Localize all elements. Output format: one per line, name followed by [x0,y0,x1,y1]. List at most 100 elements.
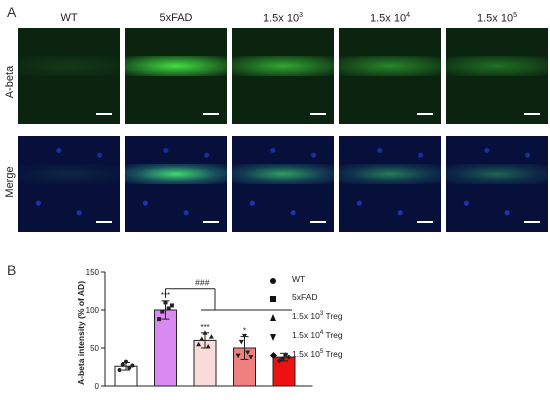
legend-label: 1.5x 105 Treg [292,349,343,359]
merge-signal-band [232,164,334,184]
column-header-text: 5xFAD [159,12,193,24]
abeta-image-wt [18,28,120,124]
column-headers: WT 5xFAD 1.5x 103 1.5x 104 1.5x 105 [0,12,550,28]
legend-label: 1.5x 103 Treg [292,311,343,321]
data-point [279,356,285,362]
column-header-text: 1.5x 10 [477,12,514,25]
merge-signal-band [446,164,548,184]
data-point [202,330,208,335]
y-tick-label: 0 [95,382,100,391]
data-point [242,333,247,339]
legend-exponent: 5 [319,349,324,356]
legend-text: 1.5x 10 [292,311,320,321]
legend-item-1e5: 1.5x 105 Treg [269,349,410,363]
column-header-1e4: 1.5x 104 [339,12,441,25]
scale-bar [96,113,112,115]
image-grid [18,28,548,232]
data-point [163,300,168,305]
merge-image-wt [18,136,120,232]
scale-bar [310,113,326,115]
legend-text: 1.5x 10 [292,349,320,359]
y-tick-label: 100 [86,306,100,315]
merge-signal-band [18,164,120,184]
merge-image-1e3 [232,136,334,232]
legend-suffix: Treg [323,349,343,359]
data-point [199,336,205,341]
abeta-signal-band [232,56,334,76]
data-point [205,343,211,349]
panel-b-label: B [7,262,17,278]
data-point [208,334,214,339]
column-header-1e3: 1.5x 103 [232,12,334,25]
abeta-signal-band [446,56,548,76]
y-tick-label: 50 [90,344,99,353]
column-header-exponent: 3 [299,12,303,19]
data-point [160,309,165,314]
legend-item-wt: WT [270,274,410,288]
data-point [120,362,125,367]
data-point [286,354,292,360]
y-axis-label: A-beta intensity (% of AD) [76,281,86,385]
column-header-1e5: 1.5x 105 [446,12,548,25]
legend-item-5xfad: 5xFAD [270,292,410,306]
column-header-exponent: 5 [513,12,517,19]
data-point [235,353,241,359]
panel-a-label: A [7,4,17,20]
data-point [124,359,128,364]
legend: WT 5xFAD 1.5x 103 Treg 1.5x 104 Treg 1.5… [269,274,410,364]
bracket-label: ### [195,278,209,288]
legend-text: 5xFAD [292,292,318,302]
legend-exponent: 3 [319,311,324,318]
data-point [245,350,251,356]
abeta-image-5xfad [125,28,227,124]
scale-bar [96,221,112,223]
abeta-image-1e5 [446,28,548,124]
abeta-image-1e3 [232,28,334,124]
square-icon [270,296,276,302]
legend-suffix: Treg [323,330,343,340]
y-tick-label: 150 [86,268,100,277]
scale-bar [524,113,540,115]
data-point [196,341,202,347]
legend-label: 1.5x 104 Treg [292,330,343,340]
merge-image-5xfad [125,136,227,232]
circle-icon [270,278,276,284]
data-point [238,339,244,345]
column-header-text: WT [60,12,78,24]
scale-bar [417,221,433,223]
scale-bar [203,221,219,223]
column-header-exponent: 4 [406,12,410,19]
bar [154,309,177,387]
legend-text: WT [292,274,306,284]
abeta-signal-band [18,56,120,76]
data-point [130,363,135,368]
data-point [169,303,174,308]
merge-image-1e5 [446,136,548,232]
scale-bar [417,113,433,115]
scale-bar [203,113,219,115]
abeta-image-1e4 [339,28,441,124]
legend-label: WT [292,274,305,284]
data-point [127,365,132,370]
abeta-signal-band [339,56,441,76]
legend-item-1e4: 1.5x 104 Treg [270,330,410,344]
merge-image-1e4 [339,136,441,232]
column-header-5xfad: 5xFAD [125,12,227,24]
diamond-icon [269,351,278,360]
legend-exponent: 4 [319,330,324,337]
triangle-down-icon [270,334,276,341]
data-point [117,368,122,373]
column-header-text: 1.5x 10 [370,12,407,25]
legend-label: 5xFAD [292,292,318,302]
column-header-wt: WT [18,12,120,24]
data-point [283,352,289,358]
significance-label: *** [200,323,209,332]
triangle-up-icon [270,314,276,321]
merge-signal-band [125,164,227,184]
data-point [166,306,171,311]
legend-item-1e3: 1.5x 103 Treg [270,311,410,325]
legend-suffix: Treg [323,311,343,321]
scale-bar [524,221,540,223]
data-point [157,317,162,322]
